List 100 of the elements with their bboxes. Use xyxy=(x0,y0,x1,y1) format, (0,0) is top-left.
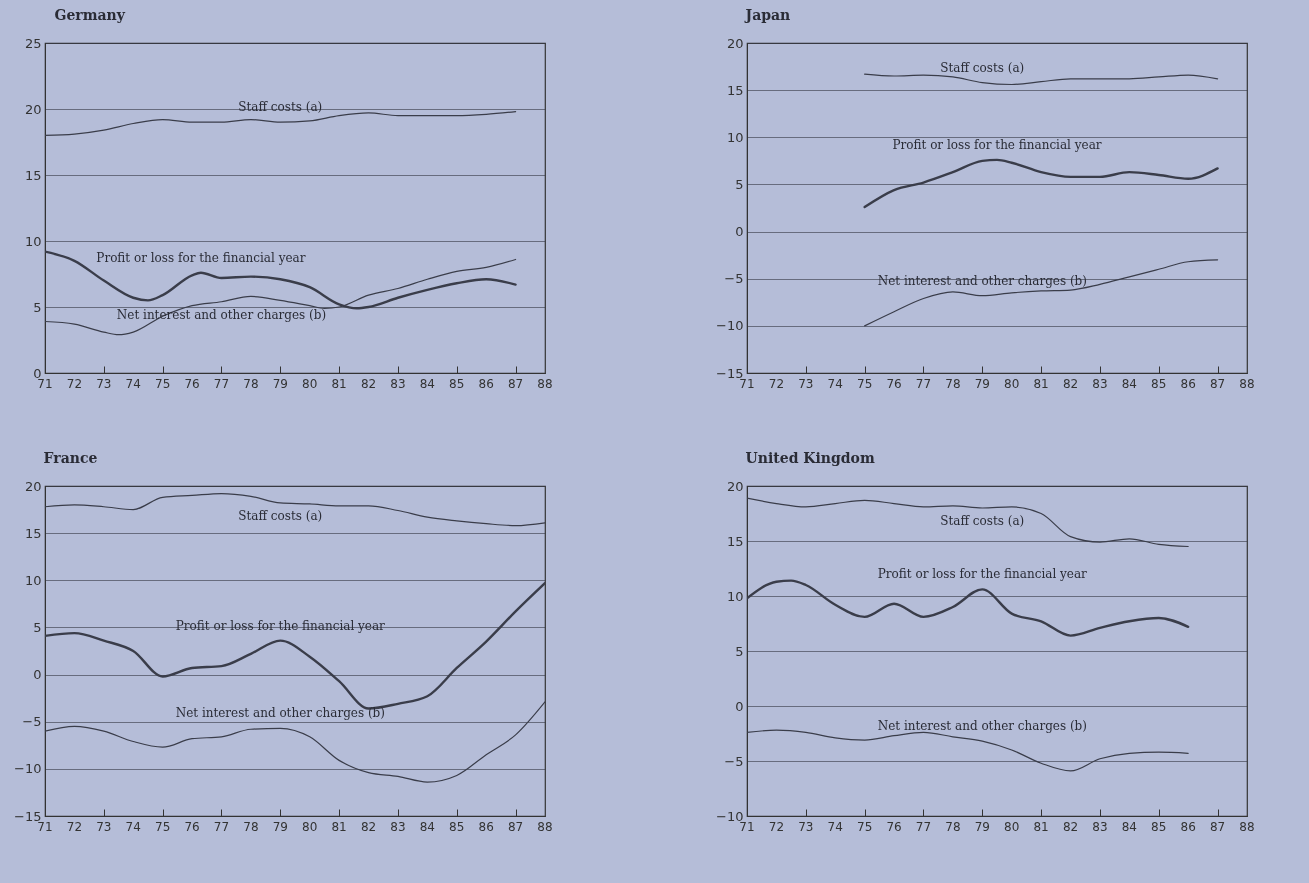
series-label: Profit or loss for the financial year xyxy=(892,137,1102,152)
y-tick-label: −5 xyxy=(724,753,744,769)
x-tick-label: 75 xyxy=(857,377,873,391)
y-tick-label: −10 xyxy=(14,761,42,777)
y-tick-label: 5 xyxy=(735,176,744,192)
x-tick-label: 86 xyxy=(478,820,494,834)
x-tick-label: 77 xyxy=(915,377,932,391)
x-tick-label: 82 xyxy=(360,377,377,391)
x-tick-label: 87 xyxy=(507,820,524,834)
x-tick-label: 73 xyxy=(798,820,814,834)
x-tick-label: 81 xyxy=(1033,377,1049,391)
x-tick-label: 82 xyxy=(1062,820,1079,834)
x-tick-label: 81 xyxy=(331,377,347,391)
y-tick-label: 0 xyxy=(33,667,42,683)
y-tick-label: 5 xyxy=(33,299,42,315)
x-tick-label: 83 xyxy=(390,377,406,391)
series-label: Staff costs (a) xyxy=(940,514,1025,528)
x-tick-label: 78 xyxy=(243,820,259,834)
x-tick-label: 77 xyxy=(213,820,230,834)
y-tick-label: 10 xyxy=(24,572,42,588)
x-tick-label: 81 xyxy=(1033,820,1049,834)
x-tick-label: 88 xyxy=(537,377,553,391)
y-tick-label: 20 xyxy=(726,35,744,51)
x-tick-label: 74 xyxy=(125,377,141,391)
x-tick-label: 72 xyxy=(768,820,785,834)
x-tick-label: 75 xyxy=(155,377,171,391)
x-tick-label: 78 xyxy=(945,377,961,391)
x-tick-label: 85 xyxy=(449,377,465,391)
x-tick-label: 85 xyxy=(1151,377,1167,391)
x-tick-label: 72 xyxy=(768,377,785,391)
x-tick-label: 86 xyxy=(1180,377,1196,391)
series-label: Profit or loss for the financial year xyxy=(877,567,1088,582)
x-tick-label: 88 xyxy=(537,820,553,834)
x-tick-label: 75 xyxy=(155,820,171,834)
x-tick-label: 78 xyxy=(243,377,259,391)
x-tick-label: 82 xyxy=(1062,377,1079,391)
chart-title: Japan xyxy=(743,7,791,23)
series-label: Staff costs (a) xyxy=(238,100,323,115)
chart-title: Germany xyxy=(54,7,126,23)
chart-title: France xyxy=(43,450,98,466)
series-label: Profit or loss for the financial year xyxy=(175,618,386,633)
series-label: Staff costs (a) xyxy=(940,60,1025,75)
x-tick-label: 77 xyxy=(915,820,932,834)
y-tick-label: 15 xyxy=(24,167,42,183)
x-tick-label: 83 xyxy=(1092,820,1108,834)
x-tick-label: 76 xyxy=(184,377,200,391)
x-tick-label: 76 xyxy=(886,820,902,834)
x-tick-label: 74 xyxy=(827,377,843,391)
y-tick-label: −5 xyxy=(724,271,744,287)
series-label: Staff costs (a) xyxy=(238,508,323,523)
x-tick-label: 85 xyxy=(449,820,465,834)
series-label: Profit or loss for the financial year xyxy=(96,250,306,265)
x-tick-label: 83 xyxy=(390,820,406,834)
x-tick-label: 80 xyxy=(302,820,318,834)
x-tick-label: 84 xyxy=(419,377,435,391)
x-tick-label: 84 xyxy=(419,820,435,834)
y-tick-label: 15 xyxy=(24,525,42,541)
y-tick-label: 0 xyxy=(735,698,744,714)
y-tick-label: 20 xyxy=(726,478,744,494)
x-tick-label: 80 xyxy=(302,377,318,391)
x-tick-label: 76 xyxy=(886,377,902,391)
x-tick-label: 82 xyxy=(360,820,377,834)
series-label: Net interest and other charges (b) xyxy=(877,719,1087,734)
x-tick-label: 87 xyxy=(507,377,524,391)
y-tick-label: 15 xyxy=(726,82,744,98)
x-tick-label: 88 xyxy=(1239,820,1255,834)
line-series xyxy=(45,492,545,527)
x-tick-label: 88 xyxy=(1239,377,1255,391)
y-tick-label: −10 xyxy=(716,318,744,334)
x-tick-label: 77 xyxy=(213,377,230,391)
y-tick-label: 20 xyxy=(24,478,42,494)
series-label: Net interest and other charges (b) xyxy=(175,706,385,721)
x-tick-label: 74 xyxy=(827,820,843,834)
y-tick-label: −5 xyxy=(22,714,42,730)
y-tick-label: 15 xyxy=(726,533,744,549)
line-series xyxy=(45,701,545,783)
x-tick-label: 79 xyxy=(974,820,990,834)
x-tick-label: 72 xyxy=(66,377,83,391)
x-tick-label: 81 xyxy=(331,820,347,834)
x-tick-label: 86 xyxy=(478,377,494,391)
y-tick-label: 10 xyxy=(24,233,42,249)
x-tick-label: 80 xyxy=(1004,820,1020,834)
y-tick-label: 20 xyxy=(24,101,42,117)
x-tick-label: 79 xyxy=(974,377,990,391)
x-tick-label: 78 xyxy=(945,820,961,834)
x-tick-label: 72 xyxy=(66,820,83,834)
x-tick-label: 73 xyxy=(798,377,814,391)
x-tick-label: 87 xyxy=(1209,377,1226,391)
y-tick-label: 10 xyxy=(726,588,744,604)
x-tick-label: 79 xyxy=(272,820,288,834)
y-tick-label: 25 xyxy=(24,35,42,51)
x-tick-label: 80 xyxy=(1004,377,1020,391)
x-tick-label: 76 xyxy=(184,820,200,834)
x-tick-label: 86 xyxy=(1180,820,1196,834)
y-tick-label: 10 xyxy=(726,129,744,145)
x-tick-label: 73 xyxy=(96,820,112,834)
x-tick-label: 87 xyxy=(1209,820,1226,834)
chart-title: United Kingdom xyxy=(745,450,875,466)
series-label: Net interest and other charges (b) xyxy=(877,273,1087,288)
x-tick-label: 74 xyxy=(125,820,141,834)
